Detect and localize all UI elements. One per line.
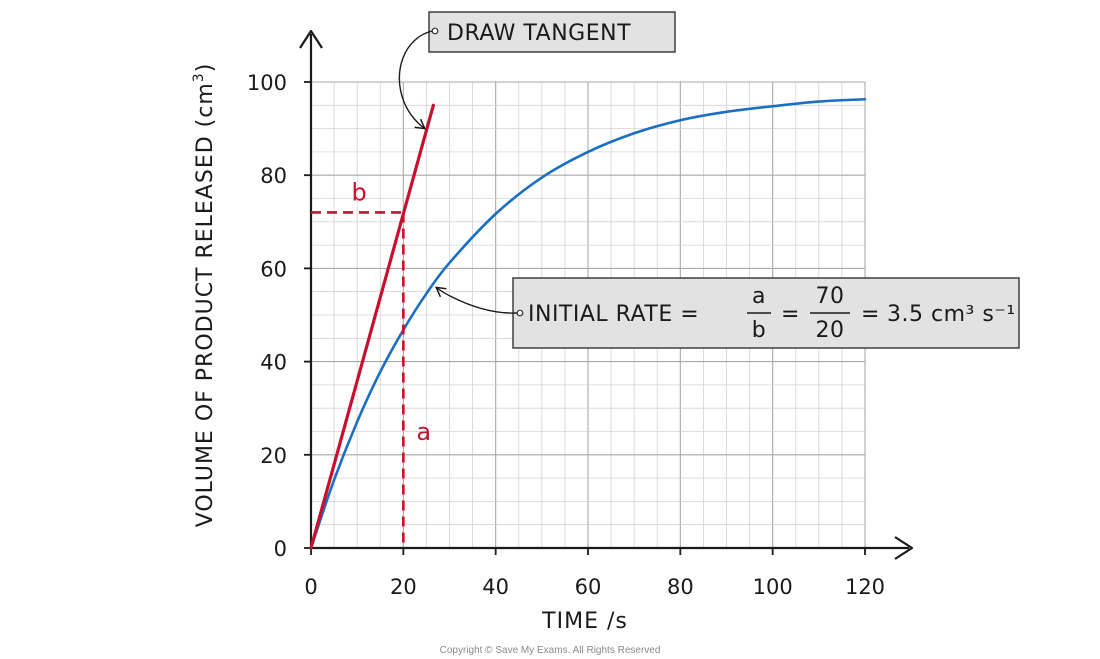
a-label: a: [416, 418, 431, 446]
x-tick-label: 100: [753, 575, 793, 599]
draw-tangent-callout: DRAW TANGENT: [398, 11, 676, 130]
fraction2-denominator: 20: [816, 318, 845, 343]
y-tick-label: 0: [274, 537, 287, 561]
tick-labels: 0 20 40 60 80 100 120 0 20 40 60 80 100: [247, 71, 885, 599]
y-tick-label: 40: [260, 351, 287, 375]
x-tick-label: 60: [575, 575, 602, 599]
y-axis-title: VOLUME OF PRODUCT RELEASED (cm3): [191, 63, 218, 528]
series-curve: [309, 97, 867, 550]
b-label: b: [352, 178, 367, 206]
initial-rate-label: INITIAL RATE =: [528, 302, 699, 327]
initial-rate-arrow: [434, 286, 518, 314]
initial-rate-callout: INITIAL RATE = a b = 70 20 = 3.5 cm³ s⁻¹: [434, 277, 1020, 349]
x-tick-label: 40: [482, 575, 509, 599]
y-tick-label: 100: [247, 71, 287, 95]
x-axis-arrow: [894, 536, 914, 560]
y-axis-title-main: VOLUME OF PRODUCT RELEASED (cm: [193, 82, 218, 527]
draw-tangent-text: DRAW TANGENT: [447, 21, 631, 46]
draw-tangent-pin: [431, 27, 439, 35]
y-tick-label: 60: [260, 257, 287, 281]
y-axis-title-sup: 3: [191, 72, 207, 82]
draw-tangent-box: [428, 11, 676, 53]
fraction2-numerator: 70: [816, 284, 845, 309]
copyright-text: Copyright © Save My Exams. All Rights Re…: [440, 645, 661, 656]
y-tick-label: 20: [260, 444, 287, 468]
tangent-line: [309, 103, 435, 550]
fraction1-numerator: a: [752, 284, 766, 309]
x-axis-title: TIME /s: [541, 609, 628, 634]
fraction1-denominator: b: [752, 318, 766, 343]
x-tick-label: 120: [845, 575, 885, 599]
initial-rate-pin: [516, 309, 524, 317]
draw-tangent-arrow: [398, 30, 433, 130]
equals-sign-1: =: [781, 302, 800, 327]
equals-sign-2: =: [861, 302, 880, 327]
y-axis-title-close: ): [193, 63, 218, 73]
y-tick-label: 80: [260, 164, 287, 188]
x-tick-label: 0: [304, 575, 317, 599]
axes: [299, 29, 914, 560]
x-tick-label: 80: [667, 575, 694, 599]
construction-layer: ba: [311, 178, 431, 548]
y-axis-arrow: [299, 29, 323, 49]
x-tick-label: 20: [390, 575, 417, 599]
series-layer: [309, 97, 867, 550]
rate-result: 3.5 cm³ s⁻¹: [887, 302, 1016, 327]
